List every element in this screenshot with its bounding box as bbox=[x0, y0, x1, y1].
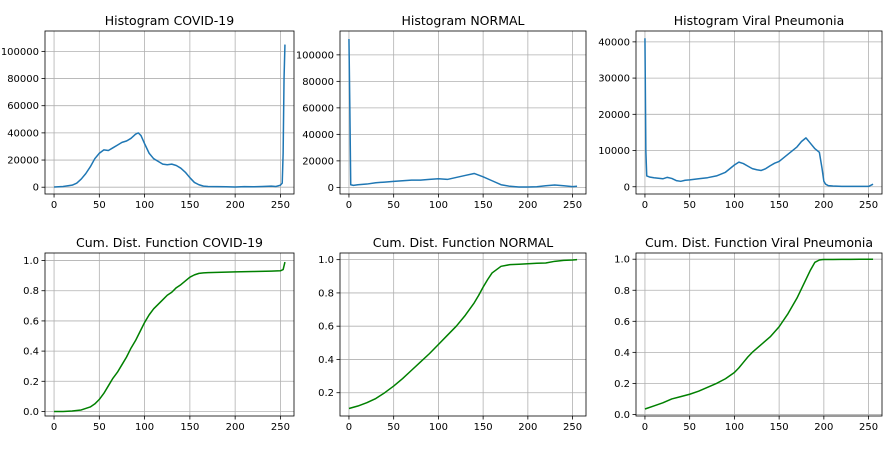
y-tick-label: 60000 bbox=[302, 103, 334, 114]
chart-title: Histogram Viral Pneumonia bbox=[674, 13, 845, 28]
axes-frame bbox=[635, 252, 883, 417]
data-line-series-1 bbox=[54, 261, 286, 413]
y-tick-label: 0.0 bbox=[614, 410, 630, 421]
y-tick-label: 0.4 bbox=[614, 348, 630, 359]
y-tick-label: 60000 bbox=[7, 101, 39, 112]
x-tick-label: 200 bbox=[814, 422, 833, 433]
subplot-2: 0 50 100 150 200 250 0 20000 40000 60000 80000 1000… bbox=[296, 13, 587, 211]
y-tick-label: 40000 bbox=[598, 37, 630, 48]
y-tick-label: 1.0 bbox=[23, 256, 39, 267]
x-tick-label: 50 bbox=[93, 422, 106, 433]
x-tick-label: 0 bbox=[642, 422, 648, 433]
x-tick-label: 100 bbox=[429, 200, 448, 211]
x-tick-label: 50 bbox=[93, 200, 106, 211]
y-tick-label: 0 bbox=[328, 183, 334, 194]
x-tick-label: 150 bbox=[770, 422, 789, 433]
subplot-5: 0 50 100 150 200 250 0.2 0.4 0.6 0.8 1.0 Cum. Dist.… bbox=[318, 235, 587, 433]
x-tick-label: 200 bbox=[226, 200, 245, 211]
y-tick-label: 0.6 bbox=[614, 317, 630, 328]
y-tick-label: 80000 bbox=[302, 77, 334, 88]
x-tick-label: 200 bbox=[518, 200, 537, 211]
y-tick-label: 20000 bbox=[302, 156, 334, 167]
y-tick-label: 0 bbox=[33, 183, 39, 194]
y-tick-label: 1.0 bbox=[318, 255, 334, 266]
x-tick-label: 0 bbox=[51, 422, 57, 433]
y-tick-label: 0 bbox=[624, 182, 630, 193]
y-tick-label: 0.2 bbox=[23, 377, 39, 388]
y-tick-label: 80000 bbox=[7, 74, 39, 85]
x-tick-label: 200 bbox=[814, 200, 833, 211]
x-tick-label: 0 bbox=[346, 422, 352, 433]
data-line-series-1 bbox=[644, 38, 874, 188]
y-tick-label: 10000 bbox=[598, 146, 630, 157]
x-tick-label: 100 bbox=[429, 422, 448, 433]
x-tick-label: 100 bbox=[135, 200, 154, 211]
data-line-series-1 bbox=[348, 38, 578, 188]
axes-frame bbox=[635, 30, 883, 195]
x-tick-label: 150 bbox=[180, 422, 199, 433]
axes-frame bbox=[339, 252, 587, 417]
x-tick-label: 100 bbox=[725, 422, 744, 433]
x-tick-label: 250 bbox=[271, 200, 290, 211]
x-tick-label: 100 bbox=[725, 200, 744, 211]
y-tick-label: 40000 bbox=[302, 130, 334, 141]
y-tick-label: 1.0 bbox=[614, 255, 630, 266]
data-line-series-1 bbox=[54, 44, 286, 188]
x-tick-label: 250 bbox=[859, 422, 878, 433]
x-tick-label: 50 bbox=[387, 200, 400, 211]
x-tick-label: 250 bbox=[563, 200, 582, 211]
y-tick-label: 0.8 bbox=[23, 286, 39, 297]
subplot-1: 0 50 100 150 200 250 0 20000 40000 60000 80000 1000… bbox=[1, 13, 295, 211]
chart-title: Cum. Dist. Function COVID-19 bbox=[76, 235, 263, 250]
x-tick-label: 250 bbox=[563, 422, 582, 433]
data-line-series-1 bbox=[348, 258, 578, 410]
y-tick-label: 20000 bbox=[598, 110, 630, 121]
axes-frame bbox=[44, 30, 295, 195]
y-tick-label: 100000 bbox=[296, 50, 334, 61]
y-tick-label: 0.0 bbox=[23, 407, 39, 418]
x-tick-label: 50 bbox=[683, 200, 696, 211]
subplot-6: 0 50 100 150 200 250 0.0 0.2 0.4 0.6 0.8 1.0 Cum. Di… bbox=[614, 235, 883, 433]
chart-title: Histogram NORMAL bbox=[402, 13, 525, 28]
y-tick-label: 100000 bbox=[1, 47, 39, 58]
chart-title: Histogram COVID-19 bbox=[105, 13, 234, 28]
chart-title: Cum. Dist. Function NORMAL bbox=[373, 235, 554, 250]
subplot-4: 0 50 100 150 200 250 0.0 0.2 0.4 0.6 0.8 1.0 Cum. Di… bbox=[23, 235, 295, 433]
axes-frame bbox=[44, 252, 295, 417]
x-tick-label: 250 bbox=[859, 200, 878, 211]
x-tick-label: 100 bbox=[135, 422, 154, 433]
y-tick-label: 40000 bbox=[7, 128, 39, 139]
y-tick-label: 0.4 bbox=[318, 355, 334, 366]
y-tick-label: 0.2 bbox=[318, 388, 334, 399]
x-tick-label: 150 bbox=[180, 200, 199, 211]
x-tick-label: 250 bbox=[271, 422, 290, 433]
x-tick-label: 50 bbox=[683, 422, 696, 433]
y-tick-label: 20000 bbox=[7, 156, 39, 167]
x-tick-label: 200 bbox=[226, 422, 245, 433]
y-tick-label: 0.2 bbox=[614, 379, 630, 390]
y-tick-label: 0.4 bbox=[23, 347, 39, 358]
y-tick-label: 30000 bbox=[598, 74, 630, 85]
y-tick-label: 0.8 bbox=[318, 288, 334, 299]
x-tick-label: 0 bbox=[346, 200, 352, 211]
x-tick-label: 150 bbox=[474, 200, 493, 211]
x-tick-label: 150 bbox=[770, 200, 789, 211]
x-tick-label: 50 bbox=[387, 422, 400, 433]
subplot-3: 0 50 100 150 200 250 0 10000 20000 30000 40000 Hist… bbox=[598, 13, 883, 211]
chart-title: Cum. Dist. Function Viral Pneumonia bbox=[645, 235, 873, 250]
data-line-series-1 bbox=[644, 258, 874, 410]
x-tick-label: 150 bbox=[474, 422, 493, 433]
x-tick-label: 0 bbox=[51, 200, 57, 211]
y-tick-label: 0.8 bbox=[614, 286, 630, 297]
y-tick-label: 0.6 bbox=[23, 316, 39, 327]
x-tick-label: 200 bbox=[518, 422, 537, 433]
y-tick-label: 0.6 bbox=[318, 322, 334, 333]
axes-frame bbox=[339, 30, 587, 195]
x-tick-label: 0 bbox=[642, 200, 648, 211]
